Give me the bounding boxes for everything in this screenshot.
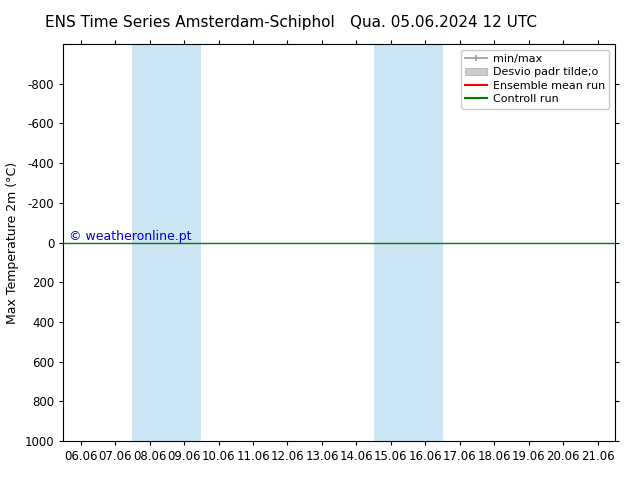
Text: Qua. 05.06.2024 12 UTC: Qua. 05.06.2024 12 UTC bbox=[351, 15, 537, 30]
Bar bbox=[133, 44, 202, 441]
Text: © weatheronline.pt: © weatheronline.pt bbox=[69, 229, 191, 243]
Bar bbox=[373, 44, 443, 441]
Text: ENS Time Series Amsterdam-Schiphol: ENS Time Series Amsterdam-Schiphol bbox=[45, 15, 335, 30]
Y-axis label: Max Temperature 2m (°C): Max Temperature 2m (°C) bbox=[6, 162, 19, 323]
Legend: min/max, Desvio padr tilde;o, Ensemble mean run, Controll run: min/max, Desvio padr tilde;o, Ensemble m… bbox=[460, 49, 609, 109]
